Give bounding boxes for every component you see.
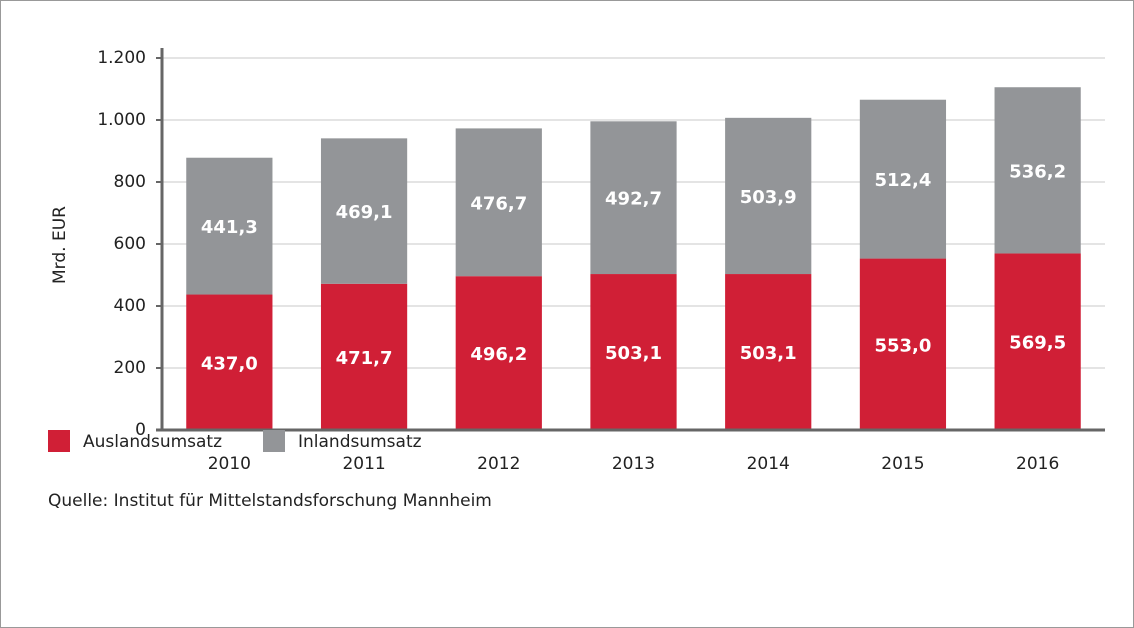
value-label: 437,0: [201, 353, 258, 374]
value-label: 553,0: [874, 335, 931, 356]
y-tick-label: 200: [114, 358, 146, 378]
bar-segment: [859, 258, 947, 430]
value-label: 536,2: [1009, 161, 1066, 182]
x-tick-label: 2016: [1016, 454, 1059, 474]
y-tick-label: 1.200: [97, 48, 146, 68]
x-tick-label: 2014: [747, 454, 790, 474]
x-tick-label: 2011: [342, 454, 385, 474]
x-tick-label: 2015: [881, 454, 924, 474]
bar-segment: [590, 121, 677, 275]
x-tick-label: 2010: [208, 454, 251, 474]
value-label: 496,2: [470, 344, 527, 365]
bar-segment: [320, 283, 408, 430]
bar-segment: [455, 276, 542, 430]
bar-segment: [725, 274, 812, 430]
y-tick-label: 800: [114, 172, 146, 192]
legend-swatch: [263, 430, 285, 452]
y-tick-label: 400: [114, 296, 146, 316]
bar-segment: [994, 253, 1081, 430]
source: Quelle: Institut für Mittelstandsforschu…: [48, 491, 492, 511]
x-tick-label: 2012: [477, 454, 520, 474]
y-tick-label: 0: [135, 420, 146, 440]
value-label: 469,1: [336, 202, 393, 223]
y-axis-label: Mrd. EUR: [50, 206, 70, 284]
y-tick-label: 1.000: [97, 110, 146, 130]
value-label: 569,5: [1009, 333, 1066, 354]
legend-label: Inlandsumsatz: [298, 432, 422, 452]
bar-segment: [859, 99, 947, 259]
x-tick-label: 2013: [612, 454, 655, 474]
value-label: 503,9: [740, 187, 797, 208]
y-tick-label: 600: [114, 234, 146, 254]
value-label: 476,7: [470, 193, 527, 214]
bar-segment: [186, 157, 273, 295]
value-label: 503,1: [740, 343, 797, 364]
legend-label: Auslandsumsatz: [83, 432, 222, 452]
bar-segment: [186, 294, 273, 430]
bar-segment: [725, 117, 812, 275]
bar-segment: [320, 138, 408, 284]
value-label: 503,1: [605, 343, 662, 364]
bar-segment: [994, 87, 1081, 254]
bar-segment: [590, 274, 677, 430]
value-label: 512,4: [874, 170, 931, 191]
value-label: 492,7: [605, 189, 662, 210]
value-label: 441,3: [201, 217, 258, 238]
legend-swatch: [48, 430, 70, 452]
value-label: 471,7: [336, 348, 393, 369]
bar-segment: [455, 128, 542, 277]
